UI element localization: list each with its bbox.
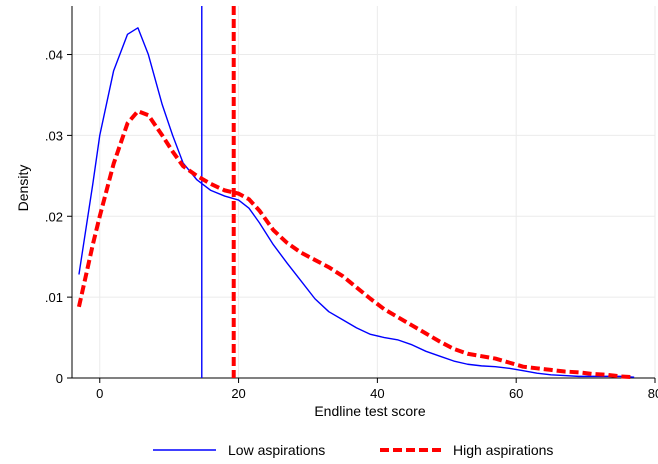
y-tick-label-0: 0 — [56, 371, 63, 386]
y-tick-label-2: .02 — [45, 209, 63, 224]
x-tick-label-2: 40 — [370, 386, 384, 401]
x-tick-label-1: 20 — [231, 386, 245, 401]
legend: Low aspirations High aspirations — [153, 442, 553, 458]
series-lines — [76, 27, 635, 380]
y-tick-label-1: .01 — [45, 290, 63, 305]
tick-labels: 0 20 40 60 80 0 .01 .02 .03 .04 — [45, 48, 658, 401]
y-axis-title: Density — [15, 165, 31, 212]
x-tick-label-0: 0 — [96, 386, 103, 401]
y-tick-label-3: .03 — [45, 128, 63, 143]
x-tick-label-4: 80 — [648, 386, 658, 401]
series-line-1 — [76, 109, 635, 380]
axes — [67, 6, 656, 383]
legend-label-low-aspirations: Low aspirations — [228, 442, 325, 458]
y-tick-label-4: .04 — [45, 48, 63, 63]
mean-lines — [201, 6, 236, 378]
legend-label-high-aspirations: High aspirations — [453, 442, 553, 458]
x-axis-title: Endline test score — [314, 403, 425, 419]
x-tick-label-3: 60 — [509, 386, 523, 401]
series-line-0 — [78, 27, 635, 378]
